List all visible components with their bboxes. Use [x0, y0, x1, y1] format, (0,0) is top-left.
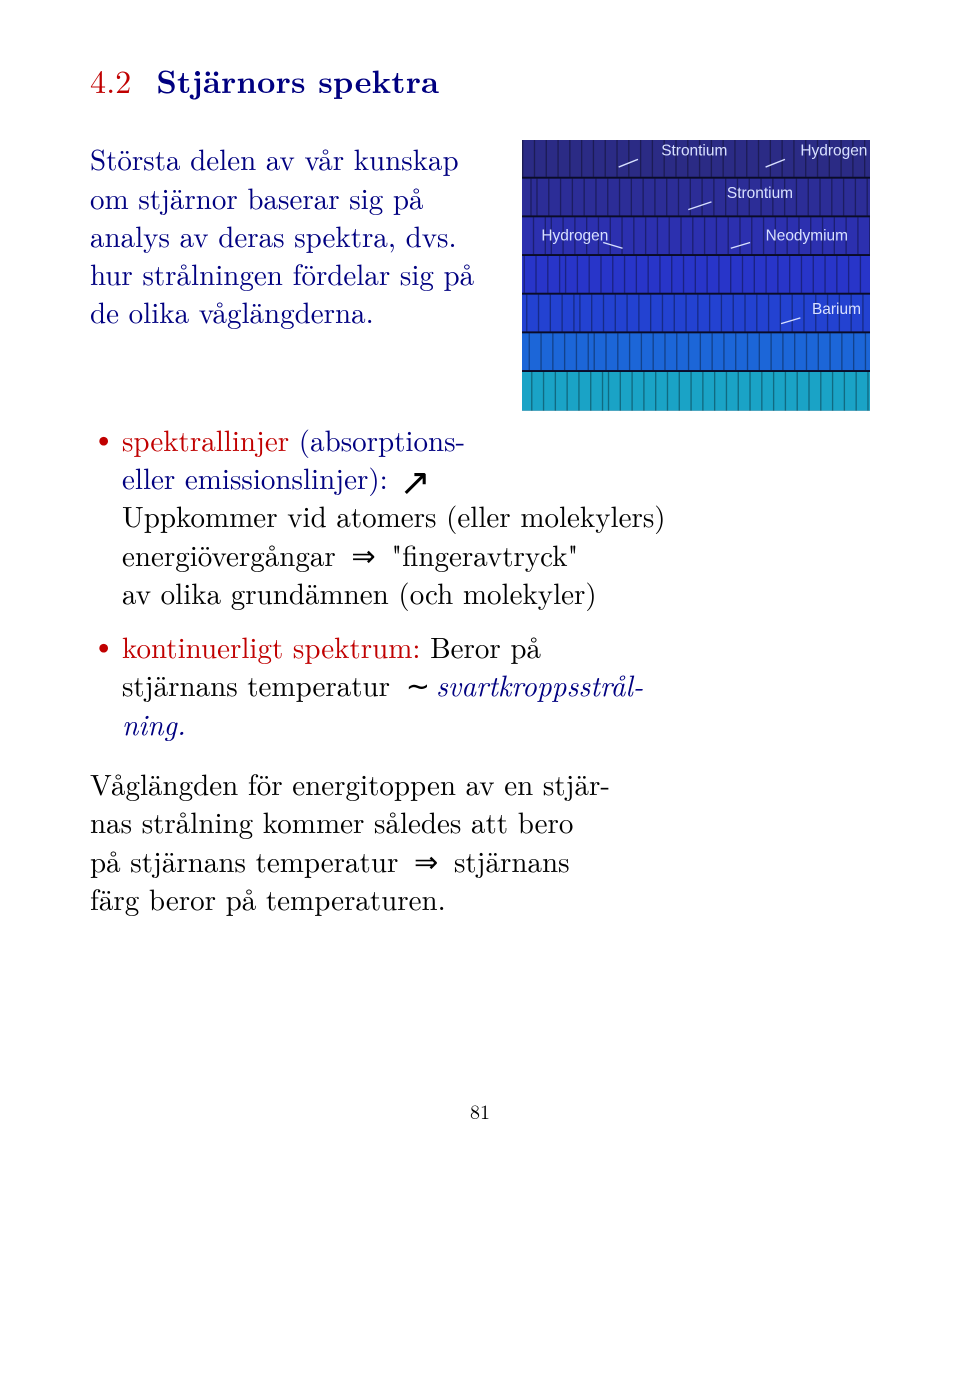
arrow-ne-icon: ↗ [400, 456, 432, 506]
svg-text:Hydrogen: Hydrogen [541, 228, 608, 245]
section-title: Stjärnors spektra [156, 58, 439, 103]
bullet-black-l1: Uppkommer vid atomers (eller molekylers) [122, 495, 666, 536]
bullet-blue-b: eller emissionslinjer): [122, 457, 388, 498]
section-number: 4.2 [90, 58, 132, 103]
section-heading: 4.2 Stjärnors spektra [90, 60, 870, 102]
closing-l4: färg beror på temperaturen. [90, 878, 446, 919]
svg-text:Strontium: Strontium [661, 143, 727, 160]
svg-text:Barium: Barium [812, 301, 861, 318]
bullet-ital-b: ning. [122, 703, 186, 744]
closing-paragraph: Våglängden för energitoppen av en stjär-… [90, 765, 870, 918]
bullet-ital-a: svartkroppsstrål- [436, 664, 643, 705]
page-number: 81 [90, 1098, 870, 1124]
intro-row: Största delen av vår kunskap om stjärnor… [90, 140, 870, 411]
intro-paragraph: Största delen av vår kunskap om stjärnor… [90, 140, 522, 331]
svg-text:Strontium: Strontium [727, 185, 793, 202]
double-arrow-icon: ⇒ [414, 842, 438, 880]
closing-l3a: på stjärnans temperatur [90, 840, 408, 881]
bullet-term: kontinuerligt spektrum: [122, 626, 420, 667]
bullet-item-continuous-spectrum: kontinuerligt spektrum: Beror på stjärna… [90, 628, 870, 743]
closing-l2: nas strålning kommer således att bero [90, 801, 573, 842]
bullet-black-l2b: "fingeravtryck" [382, 534, 579, 575]
svg-text:Neodymium: Neodymium [766, 228, 848, 245]
bullet-black-l2a: energiövergångar [122, 534, 345, 575]
tilde-icon: ∼ [406, 666, 430, 704]
bullet-list: spektrallinjer (absorptions- eller emiss… [90, 421, 870, 743]
bullet-black-b: stjärnans temperatur [122, 664, 400, 705]
spectrum-svg: Strontium Hydrogen Strontium Hydrogen Neodym… [522, 140, 870, 411]
bullet-blue-a: (absorptions- [289, 419, 465, 460]
bullet-black-l3: av olika grundämnen (och molekyler) [122, 572, 597, 613]
spectrum-figure: Strontium Hydrogen Strontium Hydrogen Neodym… [522, 140, 870, 411]
svg-text:Hydrogen: Hydrogen [800, 143, 867, 160]
bullet-black-a: Beror på [420, 626, 541, 667]
bullet-item-spectral-lines: spektrallinjer (absorptions- eller emiss… [90, 421, 870, 612]
closing-l3b: stjärnans [444, 840, 569, 881]
double-arrow-icon: ⇒ [351, 536, 375, 574]
closing-l1: Våglängden för energitoppen av en stjär- [90, 763, 610, 804]
bullet-term: spektrallinjer [122, 419, 289, 460]
